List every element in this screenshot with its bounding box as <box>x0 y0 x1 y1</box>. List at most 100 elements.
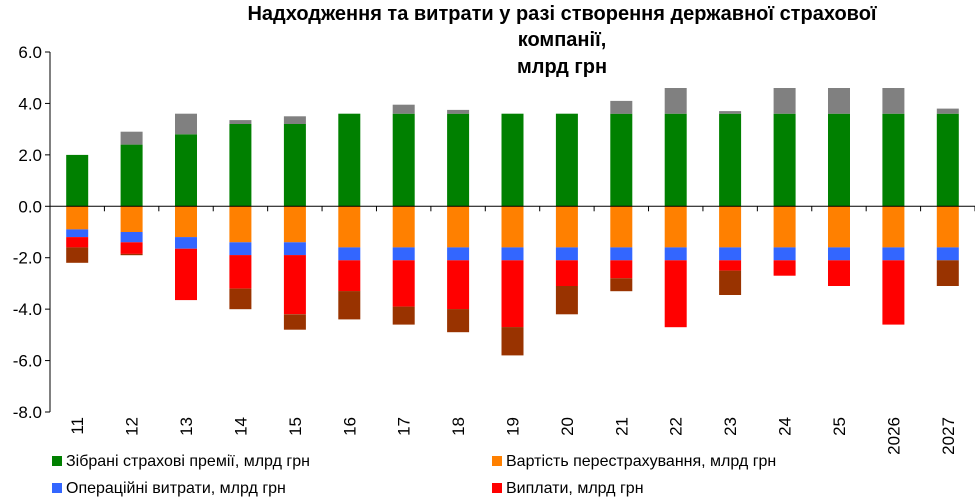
bar-21-series-1 <box>610 100 633 114</box>
bar-17-series-4 <box>392 260 415 307</box>
x-tick-label: 13 <box>177 417 196 436</box>
y-tick-label: -6.0 <box>13 352 42 371</box>
bar-19-series-0 <box>501 113 524 207</box>
x-tick-label: 20 <box>558 417 577 436</box>
bar-18-series-3 <box>447 247 470 261</box>
x-tick-label: 18 <box>449 417 468 436</box>
bar-2027-series-0 <box>936 113 959 207</box>
bar-24-series-3 <box>773 247 796 261</box>
x-tick-label: 21 <box>612 417 631 436</box>
bar-24-series-2 <box>773 206 796 248</box>
y-tick-label: -8.0 <box>13 403 42 422</box>
bar-25-series-4 <box>828 260 850 286</box>
bar-13-series-0 <box>175 134 197 207</box>
bar-21-series-0 <box>610 113 633 207</box>
y-tick-label: 6.0 <box>18 43 42 62</box>
bar-17-series-0 <box>392 113 415 207</box>
bar-22-series-4 <box>664 260 687 328</box>
bar-2026-series-1 <box>882 88 905 114</box>
legend-label: Виплати, млрд грн <box>506 480 644 497</box>
bar-18-series-1 <box>447 109 470 114</box>
bar-23-series-1 <box>719 111 742 114</box>
bar-20-series-3 <box>555 247 578 261</box>
bar-11-series-0 <box>66 154 89 207</box>
bar-17-series-3 <box>392 247 415 261</box>
bar-14-series-1 <box>229 120 252 124</box>
bar-11-series-2 <box>66 206 89 230</box>
y-axis-ticks: 6.0 4.0 2.0 0.0 -2.0 -4.0 -6.0 -8.0 <box>13 43 50 422</box>
chart-title-line-3: млрд грн <box>517 56 607 78</box>
bar-15-series-3 <box>283 242 306 256</box>
bar-22-series-2 <box>664 206 687 248</box>
bar-22-series-1 <box>664 88 687 114</box>
x-tick-label: 12 <box>123 417 142 436</box>
bar-17-series-5 <box>392 306 415 325</box>
legend-swatch <box>492 483 502 493</box>
bar-15-series-2 <box>283 206 306 243</box>
x-tick-label: 22 <box>667 417 686 436</box>
bar-14-series-2 <box>229 206 252 243</box>
bar-2027-series-3 <box>936 247 959 261</box>
bar-23-series-0 <box>719 113 742 207</box>
bar-13-series-3 <box>175 237 197 249</box>
bar-23-series-5 <box>719 270 742 295</box>
bar-18-series-5 <box>447 309 470 333</box>
bar-11-series-3 <box>66 229 89 238</box>
bar-25-series-0 <box>828 113 850 207</box>
bar-23-series-4 <box>719 260 742 271</box>
bar-21-series-2 <box>610 206 633 248</box>
bar-2026-series-0 <box>882 113 905 207</box>
bar-16-series-2 <box>338 206 361 248</box>
bar-19-series-5 <box>501 327 524 356</box>
x-tick-label: 15 <box>286 417 305 436</box>
y-tick-label: -4.0 <box>13 300 42 319</box>
bar-13-series-2 <box>175 206 197 238</box>
bar-2026-series-4 <box>882 260 905 325</box>
legend-label: Вартість перестрахування, млрд грн <box>506 453 776 470</box>
bar-24-series-1 <box>773 88 796 114</box>
bar-14-series-4 <box>229 255 252 289</box>
bar-14-series-5 <box>229 288 252 310</box>
bar-20-series-0 <box>555 113 578 207</box>
bar-13-series-4 <box>175 248 197 301</box>
bar-23-series-3 <box>719 247 742 261</box>
bar-12-series-1 <box>120 131 143 145</box>
bar-15-series-5 <box>283 314 306 330</box>
bar-17-series-1 <box>392 104 415 114</box>
bar-21-series-5 <box>610 278 633 292</box>
bar-24-series-4 <box>773 260 796 276</box>
bar-20-series-5 <box>555 286 578 315</box>
x-tick-label: 11 <box>68 417 87 435</box>
bar-21-series-4 <box>610 260 633 279</box>
bar-19-series-3 <box>501 247 524 261</box>
x-tick-label: 2027 <box>939 417 958 455</box>
bar-18-series-0 <box>447 113 470 207</box>
bar-15-series-4 <box>283 255 306 315</box>
bar-20-series-2 <box>555 206 578 248</box>
x-tick-label: 14 <box>231 417 250 436</box>
bar-16-series-4 <box>338 260 361 292</box>
bar-18-series-4 <box>447 260 470 310</box>
chart-title: Надходження та витрати у разі створення … <box>247 3 876 78</box>
legend-label: Операційні витрати, млрд грн <box>66 480 286 497</box>
chart-title-line-1: Надходження та витрати у разі створення … <box>247 3 876 25</box>
legend: Зібрані страхові премії, млрд грн Вартіст… <box>52 453 776 497</box>
bar-25-series-3 <box>828 247 850 261</box>
bar-25-series-2 <box>828 206 850 248</box>
bar-11-series-4 <box>66 237 89 248</box>
bar-12-series-5 <box>120 253 143 256</box>
bar-2027-series-1 <box>936 108 959 114</box>
x-tick-label: 2026 <box>884 417 903 455</box>
bar-15-series-1 <box>283 116 306 124</box>
axes-layer <box>49 52 975 412</box>
y-tick-label: 0.0 <box>18 197 42 216</box>
bar-2027-series-5 <box>936 260 959 286</box>
x-tick-label: 25 <box>830 417 849 436</box>
legend-label: Зібрані страхові премії, млрд грн <box>66 453 310 470</box>
bar-23-series-2 <box>719 206 742 248</box>
bar-16-series-5 <box>338 291 361 320</box>
bar-2026-series-2 <box>882 206 905 248</box>
x-tick-label: 19 <box>504 417 523 436</box>
bar-21-series-3 <box>610 247 633 261</box>
